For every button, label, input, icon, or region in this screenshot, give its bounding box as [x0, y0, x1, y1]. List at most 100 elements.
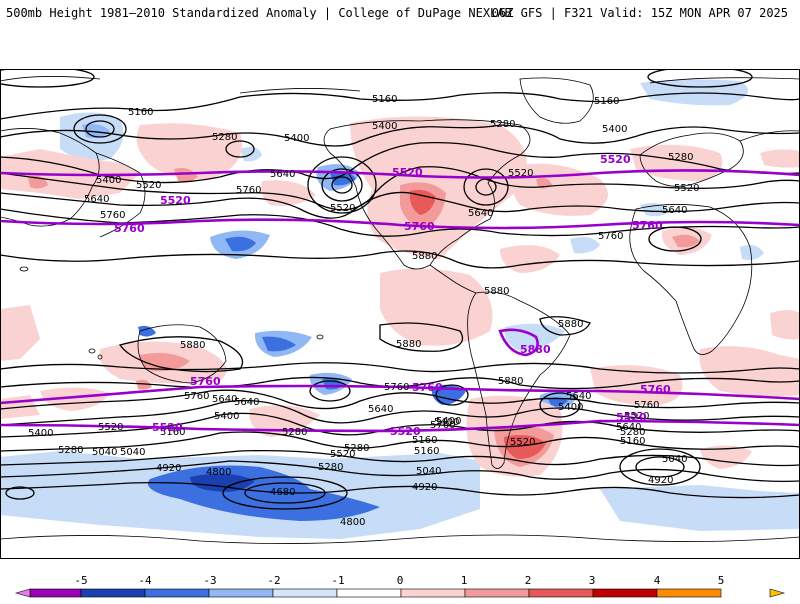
colorbar-segment	[400, 588, 466, 598]
contour-label: 5640	[468, 208, 493, 219]
reference-label: 5760	[190, 375, 221, 388]
contour-labels: 5160 5160 5160 5280 5400 5280 5400 5520 …	[28, 94, 699, 528]
anomaly-map: 5160 5160 5160 5280 5400 5280 5400 5520 …	[0, 69, 800, 559]
contour-label: 5640	[566, 391, 591, 402]
negative-anomaly	[225, 236, 256, 252]
negative-anomaly	[570, 237, 600, 254]
contour-5520-south	[0, 399, 800, 426]
positive-anomaly	[699, 346, 800, 397]
contour-5280-south	[0, 431, 800, 452]
reference-5520-north	[0, 169, 800, 179]
contour-label: 5520	[136, 180, 161, 191]
contour-label: 5520	[624, 411, 649, 422]
negative-anomaly	[740, 245, 764, 261]
positive-anomaly	[409, 189, 436, 215]
colorbar-tick: -4	[138, 574, 152, 587]
contour-label: 4800	[206, 467, 231, 478]
colorbar-segment	[656, 588, 722, 598]
contour-5880-north	[0, 250, 800, 269]
header: 500mb Height 1981–2010 Standardized Anom…	[0, 0, 800, 26]
greenland-coastline	[519, 77, 594, 124]
reference-label: 5760	[114, 222, 145, 235]
africa-coastline	[629, 204, 753, 355]
contour-label: 5400	[28, 428, 53, 439]
asia-coastline	[739, 130, 800, 142]
contour-label: 4800	[340, 517, 365, 528]
closed-high-contour	[0, 69, 95, 88]
contour-label: 5160	[594, 96, 619, 107]
contour-5400	[0, 141, 800, 184]
colorbar-tick: 2	[525, 574, 532, 587]
positive-anomaly	[40, 387, 110, 411]
closed-low-contour	[475, 178, 497, 196]
reference-labels: 5520 5760 5520 5760 5520 5760 5760 5760 …	[114, 153, 671, 438]
closed-low-contour	[635, 456, 685, 478]
contour-label: 5640	[234, 397, 259, 408]
contour-5640-north	[0, 191, 800, 219]
negative-anomaly	[600, 485, 800, 531]
reference-label: 5760	[412, 381, 443, 394]
contour-label: 5160	[412, 435, 437, 446]
contour-5160-south	[0, 449, 800, 467]
contour-label: 5160	[372, 94, 397, 105]
colorbar-tick: 4	[654, 574, 661, 587]
contour-label: 5760	[598, 231, 623, 242]
contour-label: 5520	[330, 449, 355, 460]
closed-high-contour	[647, 69, 753, 88]
colorbar-segment	[144, 588, 210, 598]
contour-5880-tropic	[539, 316, 591, 336]
east-asia-coastline	[95, 152, 146, 238]
contour-4920-south	[0, 481, 800, 499]
contour-label: 5400	[214, 411, 239, 422]
closed-low-contour	[321, 168, 363, 202]
positive-anomaly	[504, 435, 546, 459]
contour-label: 5400	[436, 416, 461, 427]
reference-label: 5520	[616, 411, 647, 424]
contour-label: 5640	[84, 194, 109, 205]
colorbar-segment	[592, 588, 658, 598]
closed-high-contour	[648, 226, 702, 252]
colorbar-tick: 3	[589, 574, 596, 587]
colorbar-low-arrow	[14, 588, 31, 598]
contour-5760-south	[0, 376, 800, 390]
contour-label: 5280	[490, 119, 515, 130]
contour-5520-north	[0, 166, 800, 211]
contour-label: 5520	[674, 183, 699, 194]
closed-low-contour	[307, 156, 377, 214]
contour-label: 5280	[58, 445, 83, 456]
colorbar-segment	[272, 588, 338, 598]
closed-low-contour	[435, 384, 469, 406]
contour-5040-south	[0, 460, 800, 483]
reference-label: 5520	[600, 153, 631, 166]
contour-5160	[0, 92, 800, 120]
closed-low-contour	[222, 476, 348, 510]
reference-5760-south	[0, 384, 800, 405]
north-america-coastline	[323, 119, 531, 270]
reference-5760-north	[0, 218, 800, 230]
negative-anomaly	[138, 325, 156, 337]
island-outline	[88, 348, 96, 354]
south-america-coastline	[467, 291, 571, 469]
colorbar-segment	[80, 588, 146, 598]
contour-label: 5760	[430, 420, 455, 431]
contour-label: 4680	[270, 487, 295, 498]
contour-label: 5400	[558, 402, 583, 413]
positive-anomaly	[672, 234, 700, 248]
arctic-coastline	[0, 76, 101, 82]
reference-label: 5520	[392, 166, 423, 179]
closed-low-contour	[539, 392, 581, 418]
reference-label: 5880	[520, 343, 551, 356]
colorbar-legend: -5 -4 -3 -2 -1 0 1 2 3 4 5	[0, 573, 800, 600]
contour-5640-south	[0, 389, 800, 410]
reference-label: 5520	[390, 425, 421, 438]
reference-5520-south	[0, 419, 800, 433]
colorbar-segment	[29, 588, 82, 598]
colorbar-tick: 0	[397, 574, 404, 587]
contour-label: 5760	[634, 400, 659, 411]
contour-label: 5640	[368, 404, 393, 415]
contour-label: 5160	[128, 107, 153, 118]
contour-label: 5040	[120, 447, 145, 458]
europe-coastline	[639, 132, 744, 187]
contour-label: 5040	[416, 466, 441, 477]
contour-5280	[0, 124, 800, 147]
